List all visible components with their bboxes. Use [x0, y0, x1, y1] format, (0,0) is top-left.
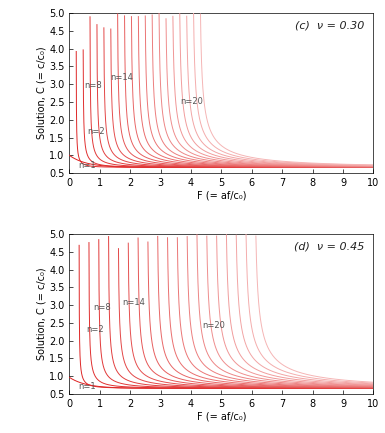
Text: n=14: n=14: [110, 73, 133, 82]
Text: n=8: n=8: [84, 81, 102, 90]
X-axis label: F (= af/c₀): F (= af/c₀): [197, 412, 246, 422]
Text: n=1: n=1: [78, 382, 95, 391]
Text: n=8: n=8: [94, 304, 111, 313]
Text: n=2: n=2: [87, 126, 105, 136]
Text: (d)  ν = 0.45: (d) ν = 0.45: [294, 242, 364, 252]
Y-axis label: Solution, C (= c/c₀): Solution, C (= c/c₀): [36, 268, 46, 360]
Text: n=1: n=1: [79, 162, 96, 170]
X-axis label: F (= af/c₀): F (= af/c₀): [197, 191, 246, 201]
Text: (c)  ν = 0.30: (c) ν = 0.30: [295, 21, 364, 31]
Y-axis label: Solution, C (= c/c₀): Solution, C (= c/c₀): [36, 47, 46, 139]
Text: n=20: n=20: [203, 321, 225, 330]
Text: n=2: n=2: [86, 326, 104, 334]
Text: n=20: n=20: [180, 97, 203, 107]
Text: n=14: n=14: [122, 298, 145, 307]
